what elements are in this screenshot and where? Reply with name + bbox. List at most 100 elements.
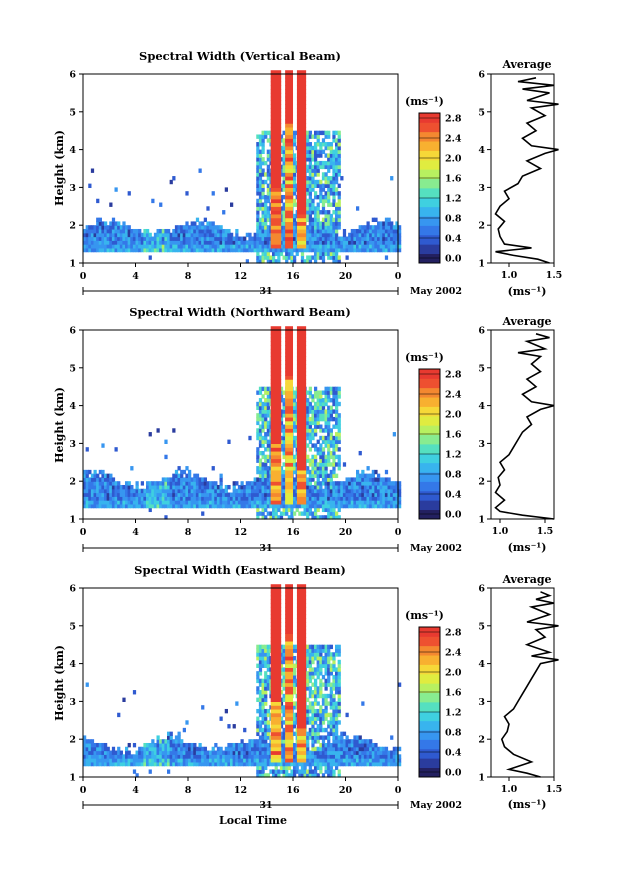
heatmap-cell xyxy=(282,496,286,501)
heatmap-cell xyxy=(211,481,215,486)
heatmap-cell xyxy=(222,244,226,249)
heatmap-cell xyxy=(214,754,218,759)
heatmap-cell xyxy=(106,236,110,241)
heatmap-cell xyxy=(266,484,270,490)
heatmap-cell xyxy=(285,96,294,102)
heatmap-cell xyxy=(177,481,181,486)
heatmap-cell xyxy=(319,232,323,238)
heatmap-cell xyxy=(240,500,244,505)
heatmap-cell xyxy=(101,247,105,253)
heatmap-cell xyxy=(332,503,336,509)
heatmap-cell xyxy=(85,484,89,490)
heatmap-cell xyxy=(214,240,218,245)
heatmap-cell xyxy=(350,488,354,494)
heatmap-cell xyxy=(293,773,297,778)
heatmap-cell xyxy=(203,228,207,234)
heatmap-cell xyxy=(337,652,341,657)
heatmap-cell xyxy=(332,251,336,257)
heatmap-cell xyxy=(96,758,100,763)
heatmap-cell xyxy=(266,492,270,497)
heatmap-cell xyxy=(316,656,320,661)
heatmap-cell xyxy=(264,416,268,422)
heatmap-cell xyxy=(279,466,284,471)
heatmap-cell xyxy=(306,720,310,725)
heatmap-cell xyxy=(232,484,236,490)
heatmap-cell xyxy=(329,157,333,162)
heatmap-cell xyxy=(114,500,118,505)
heatmap-cell xyxy=(237,496,242,501)
heatmap-cell xyxy=(270,126,282,132)
heatmap-cell xyxy=(282,652,286,657)
heatmap-cell xyxy=(266,663,270,668)
heatmap-cell xyxy=(219,477,223,482)
heatmap-cell xyxy=(282,232,286,238)
heatmap-cell xyxy=(361,473,365,479)
heatmap-cell xyxy=(379,228,383,234)
heatmap-cell xyxy=(101,503,105,509)
heatmap-cell xyxy=(335,667,339,672)
heatmap-cell xyxy=(327,458,331,463)
heatmap-cell xyxy=(332,686,336,691)
heatmap-cell xyxy=(314,172,318,177)
heatmap-cell xyxy=(332,259,336,264)
heatmap-cell xyxy=(195,488,200,494)
heatmap-cell xyxy=(348,739,352,744)
heatmap-cell xyxy=(101,750,105,755)
heatmap-cell xyxy=(224,244,228,249)
heatmap-cell xyxy=(316,693,320,699)
heatmap-cell xyxy=(258,773,263,778)
heatmap-cell xyxy=(311,644,315,650)
heatmap-cell xyxy=(270,198,282,204)
heatmap-cell xyxy=(329,667,333,672)
heatmap-cell xyxy=(314,462,318,467)
heatmap-cell xyxy=(327,450,331,456)
heatmap-cell xyxy=(258,648,263,653)
heatmap-cell xyxy=(203,750,207,755)
heatmap-cell xyxy=(206,503,210,509)
heatmap-cell xyxy=(282,149,286,154)
heatmap-cell xyxy=(85,742,89,748)
heatmap-cell xyxy=(258,705,263,710)
heatmap-cell xyxy=(361,477,365,482)
heatmap-cell xyxy=(335,443,339,448)
heatmap-cell xyxy=(306,398,310,403)
heatmap-cell xyxy=(327,244,331,249)
heatmap-cell xyxy=(316,659,320,665)
heatmap-cell xyxy=(201,484,205,490)
heatmap-cell xyxy=(88,488,92,494)
heatmap-cell xyxy=(335,496,339,501)
heatmap-cell xyxy=(245,761,249,767)
heatmap-cell xyxy=(227,761,231,767)
heatmap-cell xyxy=(282,217,286,223)
heatmap-cell xyxy=(293,221,297,226)
heatmap-cell xyxy=(148,247,152,253)
colorbar-swatch xyxy=(419,481,440,492)
heatmap-cell xyxy=(83,503,87,509)
heatmap-cell xyxy=(88,240,92,245)
heatmap-cell xyxy=(256,724,260,729)
heatmap-plot xyxy=(83,70,402,264)
heatmap-cell xyxy=(327,142,331,147)
heatmap-cell xyxy=(321,648,326,653)
heatmap-cell xyxy=(335,142,339,147)
heatmap-cell xyxy=(327,758,331,763)
heatmap-cell xyxy=(269,769,273,774)
heatmap-cell xyxy=(148,481,152,486)
heatmap-cell xyxy=(243,761,247,767)
heatmap-cell xyxy=(316,405,320,410)
heatmap-cell xyxy=(209,236,213,241)
heatmap-cell xyxy=(321,142,326,147)
heatmap-cell xyxy=(329,727,333,733)
heatmap-cell xyxy=(316,473,320,479)
heatmap-cell xyxy=(296,244,307,249)
heatmap-cell xyxy=(390,221,394,226)
heatmap-cell xyxy=(101,742,105,748)
heatmap-cell xyxy=(329,164,333,170)
heatmap-cell xyxy=(245,484,249,490)
heatmap-cell xyxy=(266,648,270,653)
heatmap-cell xyxy=(256,754,260,759)
heatmap-cell xyxy=(282,225,286,230)
heatmap-cell xyxy=(159,232,163,238)
heatmap-cell xyxy=(319,255,323,260)
heatmap-cell xyxy=(272,769,276,774)
